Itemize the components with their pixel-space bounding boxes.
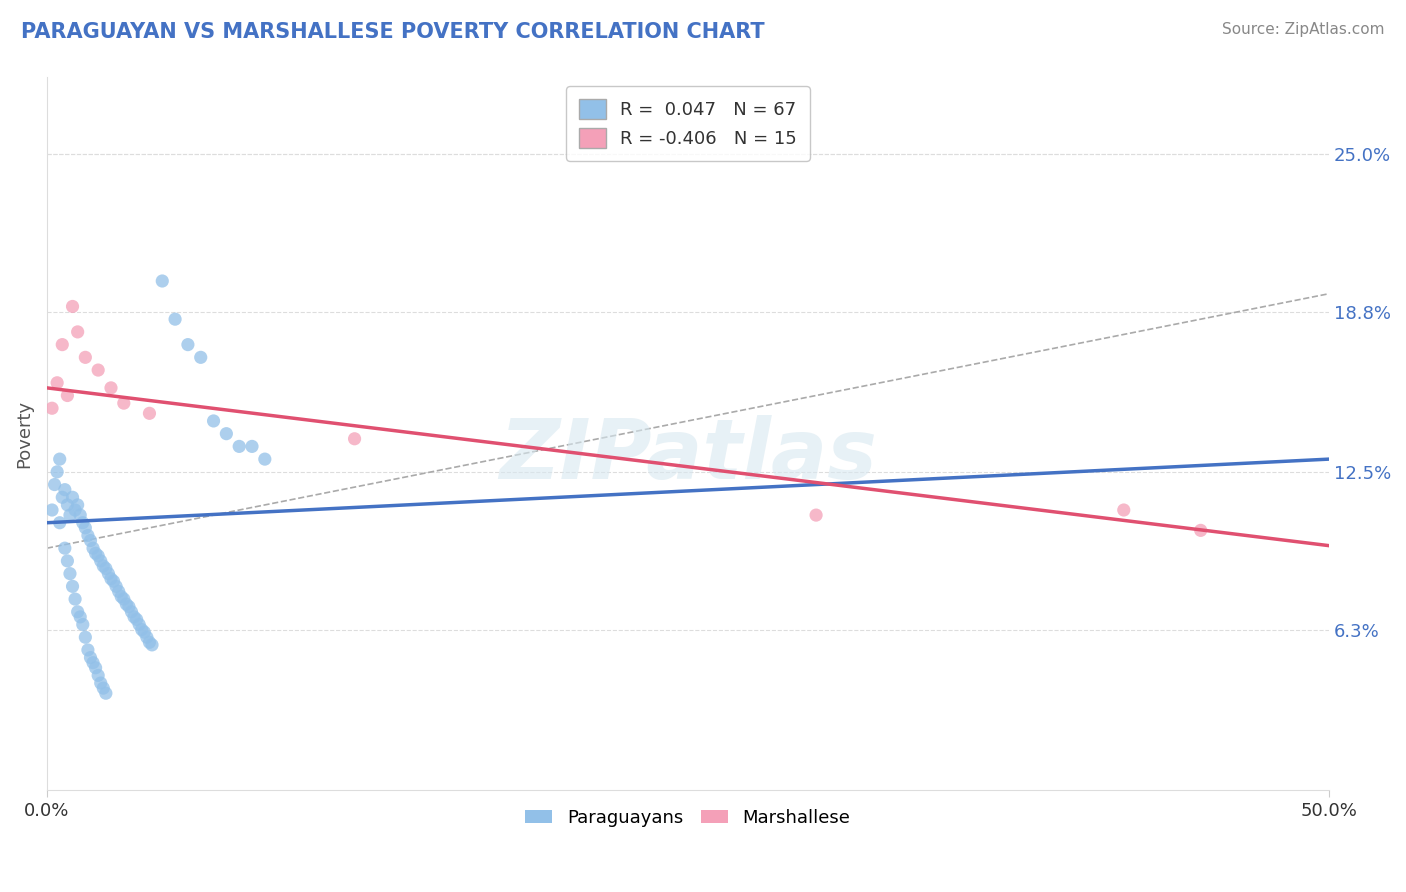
Point	[77, 643, 100, 657]
Point	[121, 605, 143, 619]
Point	[48, 452, 70, 467]
Point	[72, 617, 94, 632]
Point	[202, 414, 225, 428]
Point	[94, 561, 117, 575]
Point	[66, 325, 89, 339]
Point	[77, 528, 100, 542]
Point	[59, 566, 82, 581]
Point	[240, 439, 263, 453]
Point	[115, 597, 138, 611]
Point	[62, 579, 84, 593]
Point	[69, 610, 91, 624]
Point	[134, 625, 156, 640]
Point	[72, 516, 94, 530]
Point	[91, 681, 114, 695]
Point	[804, 508, 827, 522]
Point	[56, 554, 79, 568]
Point	[131, 623, 153, 637]
Point	[66, 605, 89, 619]
Point	[343, 432, 366, 446]
Point	[59, 508, 82, 522]
Point	[46, 376, 69, 390]
Point	[56, 388, 79, 402]
Point	[141, 638, 163, 652]
Text: ZIPatlas: ZIPatlas	[499, 415, 877, 496]
Point	[1112, 503, 1135, 517]
Point	[105, 579, 128, 593]
Point	[48, 516, 70, 530]
Point	[100, 572, 122, 586]
Point	[75, 351, 97, 365]
Point	[118, 599, 141, 614]
Point	[75, 521, 97, 535]
Point	[66, 498, 89, 512]
Text: PARAGUAYAN VS MARSHALLESE POVERTY CORRELATION CHART: PARAGUAYAN VS MARSHALLESE POVERTY CORREL…	[21, 22, 765, 42]
Point	[56, 498, 79, 512]
Point	[1189, 524, 1212, 538]
Point	[53, 483, 76, 497]
Point	[90, 676, 112, 690]
Point	[75, 630, 97, 644]
Point	[63, 592, 86, 607]
Point	[122, 610, 145, 624]
Point	[62, 491, 84, 505]
Point	[112, 592, 135, 607]
Point	[51, 491, 73, 505]
Point	[150, 274, 173, 288]
Point	[103, 574, 125, 589]
Point	[87, 549, 110, 563]
Legend: Paraguayans, Marshallese: Paraguayans, Marshallese	[517, 802, 858, 834]
Point	[82, 541, 104, 556]
Point	[79, 650, 101, 665]
Point	[128, 617, 150, 632]
Point	[177, 337, 200, 351]
Point	[46, 465, 69, 479]
Point	[41, 503, 63, 517]
Point	[112, 396, 135, 410]
Point	[87, 668, 110, 682]
Point	[138, 635, 160, 649]
Point	[84, 546, 107, 560]
Point	[91, 559, 114, 574]
Point	[190, 351, 212, 365]
Point	[107, 584, 129, 599]
Text: Source: ZipAtlas.com: Source: ZipAtlas.com	[1222, 22, 1385, 37]
Point	[62, 300, 84, 314]
Point	[110, 590, 132, 604]
Point	[135, 630, 157, 644]
Point	[100, 381, 122, 395]
Point	[215, 426, 238, 441]
Point	[82, 656, 104, 670]
Point	[87, 363, 110, 377]
Point	[97, 566, 120, 581]
Point	[165, 312, 187, 326]
Point	[94, 686, 117, 700]
Point	[79, 533, 101, 548]
Point	[228, 439, 250, 453]
Point	[138, 406, 160, 420]
Point	[63, 503, 86, 517]
Point	[41, 401, 63, 416]
Point	[90, 554, 112, 568]
Y-axis label: Poverty: Poverty	[15, 400, 32, 467]
Point	[125, 612, 148, 626]
Point	[253, 452, 276, 467]
Point	[84, 661, 107, 675]
Point	[69, 508, 91, 522]
Point	[53, 541, 76, 556]
Point	[44, 477, 66, 491]
Point	[51, 337, 73, 351]
